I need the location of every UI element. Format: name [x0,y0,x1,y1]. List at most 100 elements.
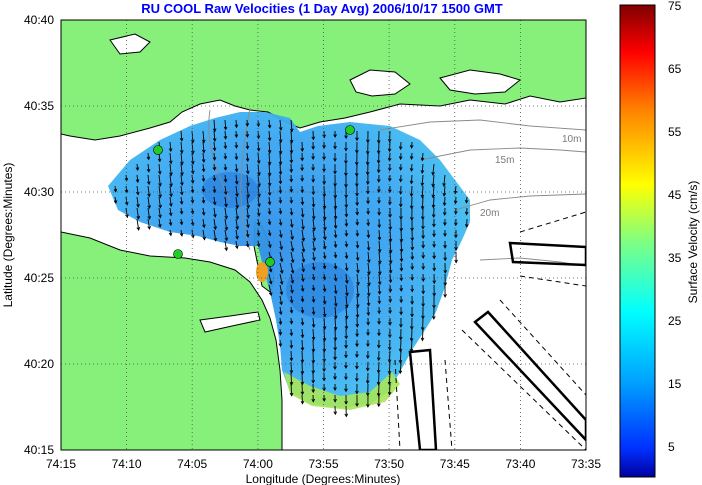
velocity-vector-head [333,234,338,239]
velocity-vector [378,240,381,253]
velocity-vector-head [168,222,173,227]
velocity-vector [312,240,316,251]
velocity-vector-head [147,215,152,220]
colorbar-tick-label: 25 [668,314,682,328]
velocity-vector-head [168,160,173,165]
velocity-vector [158,196,161,208]
velocity-vector-head [355,211,360,216]
velocity-vector [367,273,370,286]
velocity-vector-head [355,304,360,309]
velocity-vector [290,207,293,215]
velocity-vector-head [409,348,414,353]
velocity-vector-head [168,148,173,153]
velocity-vector-head [355,403,359,408]
velocity-vector-head [224,215,229,220]
velocity-vector-head [179,201,184,205]
velocity-vector-head [344,354,348,359]
velocity-vector-head [201,159,206,163]
velocity-vector [334,262,337,269]
velocity-vector-head [388,334,392,339]
velocity-vector-head [387,391,392,396]
x-tick-label: 73:55 [308,457,338,471]
velocity-vector-head [388,178,392,182]
velocity-vector-head [212,166,217,171]
velocity-vector [202,218,205,228]
velocity-vector [356,240,359,248]
velocity-vector [290,130,293,143]
velocity-vector [246,229,249,237]
velocity-vector-head [377,212,381,216]
velocity-vector-head [443,245,447,249]
velocity-vector-head [344,401,348,405]
velocity-vector-head [223,178,228,183]
velocity-vector [388,350,391,363]
velocity-vector-head [224,203,228,208]
velocity-vector [334,273,337,281]
velocity-vector-head [290,259,295,264]
velocity-vector-head [398,348,403,353]
velocity-vector [389,273,392,283]
velocity-vector [312,229,315,241]
velocity-vector [246,207,249,218]
land-west [61,231,283,450]
velocity-vector-head [333,215,338,220]
velocity-vector-head [388,279,393,284]
velocity-vector-head [289,309,294,314]
velocity-vector-head [421,278,426,283]
velocity-vector-head [344,376,348,381]
velocity-vector-head [201,211,206,216]
velocity-vector [268,240,271,248]
velocity-vector-head [344,147,348,152]
velocity-vector [213,119,216,132]
velocity-vector-head [432,255,436,260]
velocity-vector-head [398,370,403,375]
velocity-vector-head [256,232,261,237]
velocity-vector-head [289,392,294,397]
isobath-label-10m: 10m [562,134,581,145]
velocity-vector [158,218,161,228]
fast-zone-hook [256,262,268,282]
velocity-vector-head [311,379,316,384]
velocity-vector [323,284,326,292]
velocity-vector [388,372,391,385]
velocity-vector-head [190,189,195,194]
velocity-vector-head [355,365,359,370]
velocity-vector-head [344,233,349,237]
velocity-vector [432,196,435,208]
velocity-vector-head [377,281,382,286]
velocity-vector [367,251,370,263]
velocity-vector-head [333,337,338,342]
velocity-vector [246,196,249,208]
velocity-vector-head [420,337,425,342]
velocity-vector [279,141,282,154]
velocity-vector-head [135,191,140,196]
velocity-vector [180,152,183,165]
velocity-vector [356,295,359,308]
velocity-vector-head [399,248,404,253]
velocity-vector [323,317,326,330]
velocity-vector-head [158,204,162,209]
velocity-vector [334,295,337,307]
velocity-vector-head [257,193,261,198]
velocity-vector-head [289,370,294,374]
velocity-vector-head [202,224,206,229]
velocity-vector [180,141,183,154]
velocity-vector-head [322,398,326,402]
velocity-vector-head [366,312,371,317]
velocity-vector [323,196,326,209]
velocity-vector [312,218,315,231]
colorbar-tick-label: 75 [668,0,682,13]
velocity-vector [323,207,326,220]
velocity-vector-head [301,237,306,242]
velocity-vector-head [290,280,295,284]
map-plot-area: 10m 15m 20m [61,20,586,450]
velocity-vector-head [301,258,306,263]
velocity-vector-head [136,215,141,220]
velocity-vector-head [312,247,316,252]
velocity-vector-head [180,182,184,186]
velocity-vector-head [431,316,436,320]
velocity-vector-head [289,211,294,216]
x-tick-label: 73:40 [505,457,535,471]
velocity-vector-head [245,243,250,248]
velocity-vector [421,196,424,209]
